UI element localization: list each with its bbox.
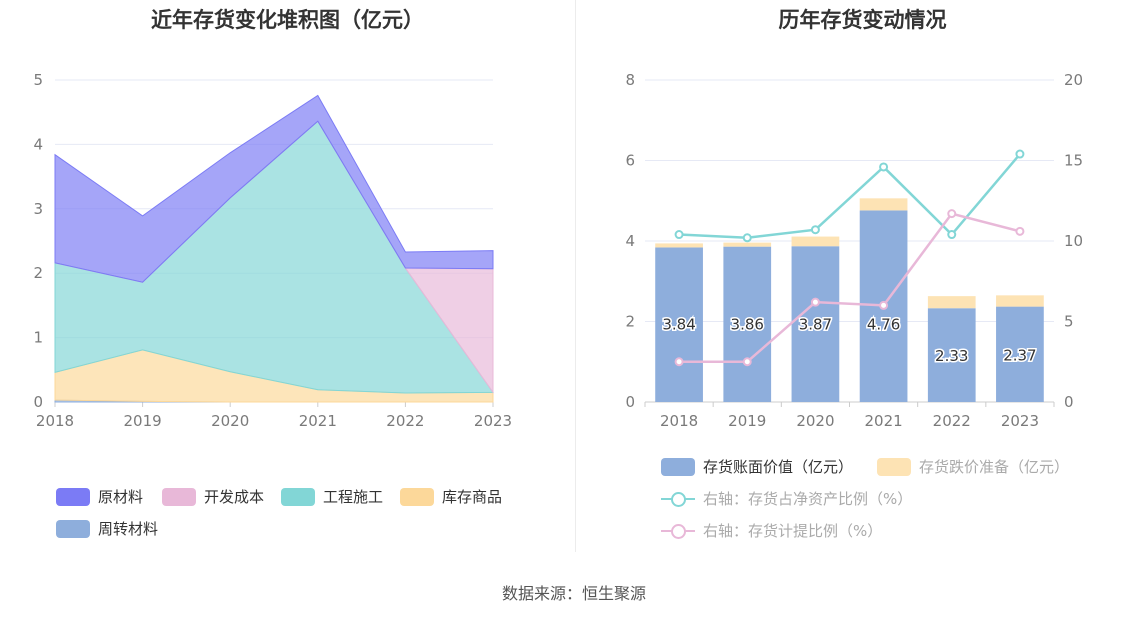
bar-value-label: 2.37 [1003, 346, 1036, 364]
legend-item-development-cost[interactable]: 开发成本 [162, 486, 264, 507]
x-tick-label: 2019 [124, 412, 162, 430]
legend-item-net-asset-ratio[interactable]: 右轴：存货占净资产比例（%） [661, 488, 912, 509]
y-tick-label: 2 [33, 264, 43, 282]
y-right-tick-label: 20 [1064, 71, 1083, 89]
bar-book-value [723, 246, 772, 402]
point-net-asset-ratio [947, 230, 957, 240]
legend-label-engineering: 工程施工 [323, 488, 384, 506]
bar-value-label: 3.86 [731, 316, 764, 334]
legend-swatch-engineering [281, 487, 315, 506]
legend-swatch-goods [400, 487, 434, 506]
bar-impairment [859, 198, 908, 211]
x-tick-label: 2023 [474, 412, 512, 430]
inventory-stacked-area-panel: 近年存货变化堆积图（亿元） 0 1 2 3 4 5 2018 2019 2020 2021 2022… [0, 0, 575, 552]
y-left-tick-label: 0 [625, 393, 635, 411]
x-tick-label: 2020 [796, 412, 834, 430]
point-net-asset-ratio [879, 162, 889, 172]
legend-item-turnover-materials[interactable]: 周转材料 [56, 518, 158, 539]
right-chart-legend: 存货账面价值（亿元） 存货跌价准备（亿元） 右轴：存货占净资产比例（%） 右轴：… [577, 0, 1148, 552]
point-provision-ratio [1015, 226, 1025, 236]
legend-label-turnover-materials: 周转材料 [98, 520, 159, 538]
point-provision-ratio [810, 297, 820, 307]
legend-label-goods: 库存商品 [442, 488, 503, 506]
line-net-asset-ratio [679, 153, 1021, 240]
legend-item-goods[interactable]: 库存商品 [400, 486, 502, 507]
panel-divider [575, 0, 576, 552]
inventory-changes-panel: 历年存货变动情况 0 2 4 6 8 0 5 10 15 20 2018 2019 2020 2021 20… [577, 0, 1148, 552]
y-right-tick-label: 0 [1064, 393, 1074, 411]
x-tick-label: 2018 [36, 412, 74, 430]
x-tick-label: 2018 [660, 412, 698, 430]
bar-book-value [655, 247, 703, 402]
y-right-tick-label: 5 [1064, 313, 1074, 331]
line-provision-ratio [679, 212, 1021, 363]
x-tick-label: 2021 [864, 412, 902, 430]
point-provision-ratio [674, 357, 684, 367]
inventory-changes-bar-line-chart: 0 2 4 6 8 0 5 10 15 20 2018 2019 2020 2021 2022 2023 3.8… [625, 71, 1083, 430]
data-source-note: 数据来源：恒生聚源 [501, 584, 646, 603]
legend-swatch-provision-ratio [661, 522, 695, 540]
bar-impairment [723, 242, 772, 247]
bar-book-value [791, 246, 840, 402]
point-provision-ratio [947, 209, 957, 219]
y-right-tick-label: 10 [1064, 232, 1083, 250]
bar-impairment [791, 236, 840, 247]
legend-label-net-asset-ratio: 右轴：存货占净资产比例（%） [703, 490, 913, 508]
point-net-asset-ratio [810, 225, 820, 235]
bar-value-label: 4.76 [867, 316, 900, 334]
point-net-asset-ratio [674, 230, 684, 240]
inventory-stacked-area-chart: 0 1 2 3 4 5 2018 2019 2020 2021 2022 2023 [33, 71, 512, 430]
y-left-tick-label: 8 [625, 71, 635, 89]
x-tick-label: 2020 [211, 412, 249, 430]
y-left-tick-label: 6 [625, 152, 635, 170]
point-net-asset-ratio [1015, 149, 1025, 159]
left-chart-title: 近年存货变化堆积图（亿元） [151, 8, 424, 32]
bar-book-value [927, 308, 976, 402]
area-raw-materials [54, 94, 494, 283]
legend-label-impairment: 存货跌价准备（亿元） [919, 458, 1070, 476]
legend-swatch-book-value [661, 457, 695, 476]
legend-label-book-value: 存货账面价值（亿元） [703, 458, 854, 476]
legend-item-raw-materials[interactable]: 原材料 [56, 486, 143, 507]
left-chart-legend: 原材料 开发成本 工程施工 库存商品 周转材料 [0, 0, 575, 552]
x-tick-label: 2019 [728, 412, 766, 430]
legend-label-raw-materials: 原材料 [98, 488, 144, 506]
x-tick-label: 2023 [1001, 412, 1039, 430]
point-provision-ratio [742, 357, 752, 367]
legend-label-provision-ratio: 右轴：存货计提比例（%） [703, 522, 883, 540]
legend-swatch-impairment [877, 457, 911, 476]
legend-label-development-cost: 开发成本 [204, 488, 265, 506]
bar-value-label: 3.87 [799, 316, 832, 334]
y-left-tick-label: 4 [625, 232, 635, 250]
legend-item-book-value[interactable]: 存货账面价值（亿元） [661, 456, 853, 477]
y-right-tick-label: 15 [1064, 152, 1083, 170]
y-tick-label: 4 [33, 135, 43, 153]
legend-item-provision-ratio[interactable]: 右轴：存货计提比例（%） [661, 520, 882, 541]
point-provision-ratio [879, 300, 889, 310]
point-net-asset-ratio [742, 233, 752, 243]
y-tick-label: 5 [33, 71, 43, 89]
legend-item-engineering[interactable]: 工程施工 [281, 486, 383, 507]
legend-swatch-net-asset-ratio [661, 490, 695, 508]
bar-impairment [655, 243, 703, 248]
y-tick-label: 1 [33, 329, 43, 347]
x-tick-label: 2022 [933, 412, 971, 430]
y-left-tick-label: 2 [625, 313, 635, 331]
legend-swatch-raw-materials [56, 487, 90, 506]
bar-value-label: 2.33 [935, 347, 968, 365]
legend-item-impairment[interactable]: 存货跌价准备（亿元） [877, 456, 1069, 477]
x-tick-label: 2021 [299, 412, 337, 430]
y-tick-label: 3 [33, 200, 43, 218]
bar-impairment [996, 295, 1044, 307]
bar-book-value [996, 306, 1044, 402]
right-chart-title: 历年存货变动情况 [778, 8, 947, 32]
x-tick-label: 2022 [386, 412, 424, 430]
legend-swatch-development-cost [162, 487, 196, 506]
bar-impairment [927, 296, 976, 309]
legend-swatch-turnover-materials [56, 519, 90, 538]
y-tick-label: 0 [33, 393, 43, 411]
bar-value-label: 3.84 [662, 316, 695, 334]
